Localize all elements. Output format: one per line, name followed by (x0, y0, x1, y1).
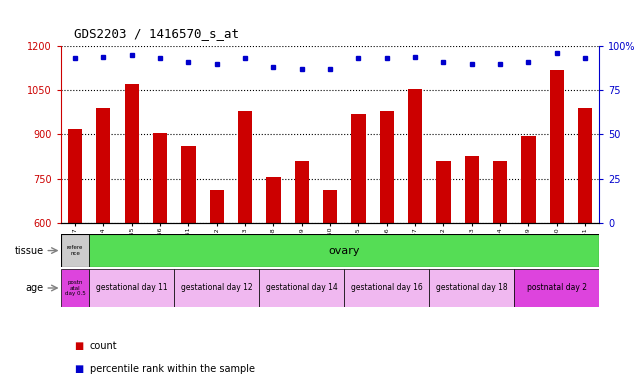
Text: age: age (26, 283, 44, 293)
Text: gestational day 11: gestational day 11 (96, 283, 167, 293)
Bar (68, 129, 82, 223)
Bar (181, 146, 196, 223)
Text: count: count (90, 341, 117, 351)
Text: gestational day 14: gestational day 14 (266, 283, 338, 293)
Bar (153, 133, 167, 223)
Bar (267, 177, 281, 223)
Bar (550, 70, 564, 223)
Bar (124, 84, 139, 223)
Bar (61, 269, 89, 307)
Bar (437, 161, 451, 223)
Text: postnatal day 2: postnatal day 2 (527, 283, 587, 293)
Bar (89, 269, 174, 307)
Text: gestational day 12: gestational day 12 (181, 283, 253, 293)
Text: gestational day 18: gestational day 18 (436, 283, 508, 293)
Bar (174, 269, 259, 307)
Text: tissue: tissue (15, 245, 44, 256)
Bar (493, 161, 507, 223)
Bar (96, 108, 110, 223)
Text: gestational day 16: gestational day 16 (351, 283, 422, 293)
Bar (465, 157, 479, 223)
Bar (259, 269, 344, 307)
Bar (514, 269, 599, 307)
Bar (351, 114, 365, 223)
Bar (379, 111, 394, 223)
Text: ■: ■ (74, 341, 83, 351)
Text: ovary: ovary (329, 245, 360, 256)
Bar (408, 89, 422, 223)
Bar (578, 108, 592, 223)
Bar (323, 190, 337, 223)
Bar (344, 269, 429, 307)
Bar (238, 111, 252, 223)
Bar (429, 269, 514, 307)
Bar (521, 136, 536, 223)
Bar (210, 190, 224, 223)
Text: GDS2203 / 1416570_s_at: GDS2203 / 1416570_s_at (74, 27, 238, 40)
Text: postn
atal
day 0.5: postn atal day 0.5 (65, 280, 85, 296)
Text: refere
nce: refere nce (67, 245, 83, 256)
Bar (61, 234, 89, 267)
Bar (295, 161, 309, 223)
Text: percentile rank within the sample: percentile rank within the sample (90, 364, 254, 374)
Text: ■: ■ (74, 364, 83, 374)
